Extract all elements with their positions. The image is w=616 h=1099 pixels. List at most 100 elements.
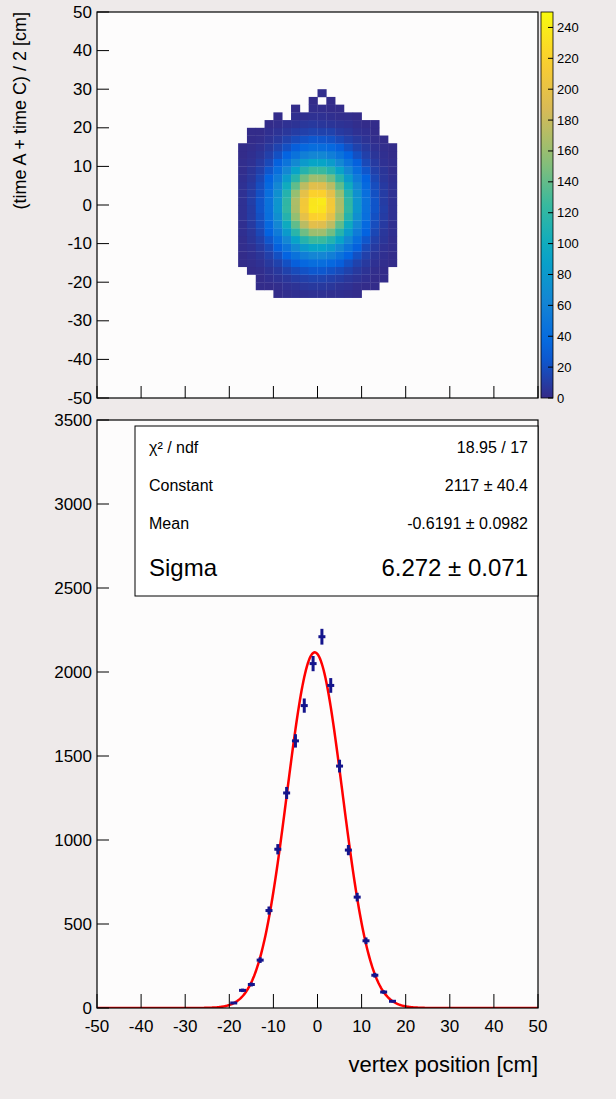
cell [388, 205, 397, 213]
cell [291, 166, 300, 174]
cell [309, 244, 318, 252]
y-tick-label: -50 [67, 389, 92, 408]
y-tick-label: 30 [73, 80, 92, 99]
cell [309, 274, 318, 282]
cell [370, 259, 379, 267]
cell [362, 174, 371, 182]
cell [335, 274, 344, 282]
y-tick [97, 320, 109, 321]
data-point [301, 698, 308, 712]
cell [344, 159, 353, 167]
cell [353, 197, 362, 205]
cell [326, 182, 335, 190]
cell [265, 128, 274, 136]
cell [256, 259, 265, 267]
data-point [274, 844, 281, 854]
cell [291, 267, 300, 275]
cell [335, 143, 344, 151]
cell [291, 251, 300, 259]
cell [247, 197, 256, 205]
x-tick-label: 30 [440, 1017, 459, 1036]
cell [318, 213, 327, 221]
data-point [336, 760, 343, 773]
x-tick [538, 386, 539, 398]
colorbar-tick-label: 140 [557, 174, 579, 189]
x-tick [538, 994, 539, 1008]
cell [318, 166, 327, 174]
x-tick-label: 40 [484, 1017, 503, 1036]
cell [291, 136, 300, 144]
cell [344, 166, 353, 174]
cell [238, 220, 247, 228]
cell [353, 244, 362, 252]
cell [273, 220, 282, 228]
cell [353, 120, 362, 128]
cell [291, 105, 300, 113]
y-tick-label: 3500 [54, 411, 92, 430]
cell [326, 213, 335, 221]
cell [326, 205, 335, 213]
cell [309, 136, 318, 144]
cell [370, 282, 379, 290]
stats-label: Mean [149, 515, 189, 532]
cell [291, 159, 300, 167]
x-tick [317, 994, 318, 1008]
cell [362, 151, 371, 159]
cell [300, 112, 309, 120]
cell [335, 182, 344, 190]
cell [238, 259, 247, 267]
cell [238, 197, 247, 205]
y-tick [97, 50, 109, 51]
cell [282, 197, 291, 205]
cell [326, 174, 335, 182]
cell [353, 151, 362, 159]
cell [362, 220, 371, 228]
cell [335, 151, 344, 159]
cell [344, 244, 353, 252]
cell [388, 159, 397, 167]
cell [335, 259, 344, 267]
cell [291, 220, 300, 228]
stats-value: 18.95 / 17 [457, 439, 528, 456]
y-tick [97, 840, 109, 841]
cell [318, 244, 327, 252]
cell [335, 174, 344, 182]
cell [309, 282, 318, 290]
cell [309, 105, 318, 113]
cell [344, 290, 353, 298]
cell [265, 259, 274, 267]
cell [379, 267, 388, 275]
cell [318, 205, 327, 213]
x-tick [361, 386, 362, 398]
cell [353, 228, 362, 236]
cell [379, 274, 388, 282]
cell [335, 120, 344, 128]
colorbar-tick-label: 0 [557, 391, 564, 406]
cell [326, 166, 335, 174]
cell [309, 159, 318, 167]
cell [265, 151, 274, 159]
cell [388, 244, 397, 252]
cell [273, 174, 282, 182]
y-tick [97, 89, 109, 90]
cell [344, 228, 353, 236]
cell [282, 282, 291, 290]
cell [309, 143, 318, 151]
cell [247, 151, 256, 159]
marker [380, 991, 387, 994]
cell [273, 228, 282, 236]
cell [282, 128, 291, 136]
cell [318, 259, 327, 267]
cell [282, 205, 291, 213]
cell [309, 251, 318, 259]
cell [344, 120, 353, 128]
cell [265, 197, 274, 205]
cell [344, 274, 353, 282]
cell [247, 128, 256, 136]
cell [238, 213, 247, 221]
cell [300, 267, 309, 275]
colorbar [541, 12, 553, 398]
cell [273, 136, 282, 144]
colorbar-tick-label: 220 [557, 51, 579, 66]
cell [273, 151, 282, 159]
